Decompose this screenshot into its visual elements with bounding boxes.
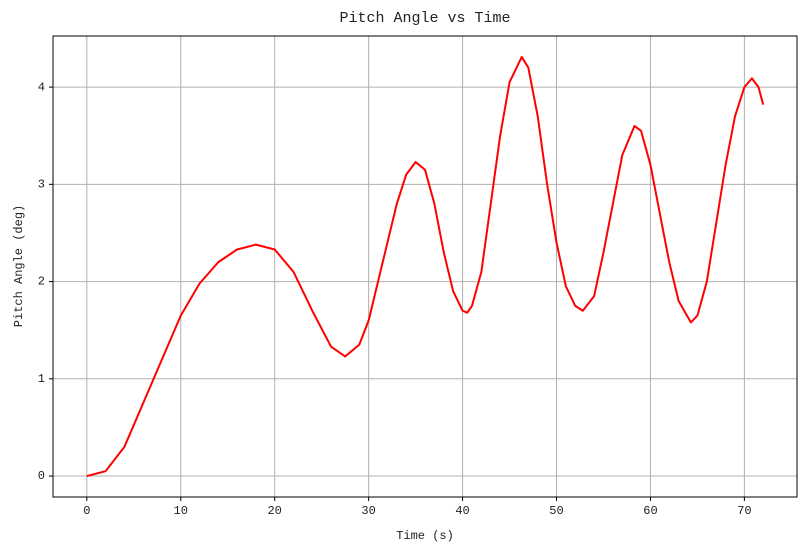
- y-tick-label: 3: [38, 178, 45, 192]
- x-tick-label: 60: [643, 504, 657, 518]
- y-axis-label: Pitch Angle (deg): [12, 205, 26, 327]
- x-tick-label: 0: [83, 504, 90, 518]
- x-tick-label: 40: [455, 504, 469, 518]
- data-line: [86, 55, 765, 478]
- x-tick-label: 50: [549, 504, 563, 518]
- y-tick-label: 4: [38, 80, 45, 94]
- x-tick-label: 20: [267, 504, 281, 518]
- y-tick-label: 1: [38, 372, 45, 386]
- plot-frame: [52, 35, 798, 498]
- x-tick-label: 70: [737, 504, 751, 518]
- chart-title: Pitch Angle vs Time: [339, 10, 510, 27]
- x-tick-label: 30: [361, 504, 375, 518]
- x-axis-label: Time (s): [396, 529, 454, 543]
- y-tick-label: 2: [38, 275, 45, 289]
- x-tick-label: 10: [174, 504, 188, 518]
- y-tick-label: 0: [38, 469, 45, 483]
